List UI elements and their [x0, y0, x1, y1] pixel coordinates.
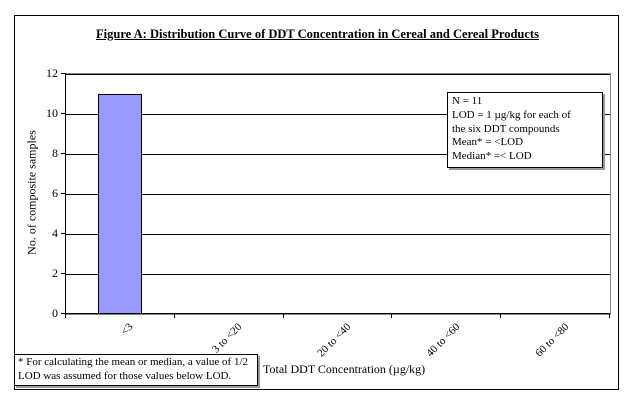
- chart-title: Figure A: Distribution Curve of DDT Conc…: [96, 27, 539, 41]
- y-tick-label: 10: [46, 106, 58, 120]
- y-axis-tick: [61, 313, 65, 314]
- y-axis-tick: [61, 113, 65, 114]
- y-axis-tick: [61, 273, 65, 274]
- annotation-box: N = 11 LOD = 1 µg/kg for each of the six D…: [447, 92, 603, 168]
- y-axis-line: [65, 73, 66, 314]
- y-tick-label: 0: [52, 306, 58, 320]
- y-tick-label: 4: [52, 226, 58, 240]
- plot-area: [65, 73, 611, 315]
- footnote-box: * For calculating the mean or median, a …: [14, 354, 258, 386]
- figure-frame: [14, 15, 619, 390]
- gridline: [66, 74, 610, 75]
- gridline: [66, 114, 610, 115]
- y-axis-tick: [61, 233, 65, 234]
- annotation-line: Median* =< LOD: [452, 150, 532, 163]
- annotation-line: N = 11: [452, 95, 483, 107]
- y-tick-label: 8: [52, 146, 58, 160]
- x-axis-tick: [391, 314, 392, 318]
- x-axis-tick: [65, 314, 66, 318]
- gridline: [66, 154, 610, 155]
- x-axis-tick: [283, 314, 284, 318]
- x-axis-tick: [609, 314, 610, 318]
- gridline: [66, 194, 610, 195]
- footnote-line: LOD was assumed for those values below L…: [18, 369, 232, 382]
- y-tick-label: 2: [52, 266, 58, 280]
- footnote-line: * For calculating the mean or median, a …: [18, 356, 249, 368]
- annotation-line: LOD = 1 µg/kg for each of: [452, 108, 571, 121]
- x-axis-title: Total DDT Concentration (µg/kg): [263, 362, 426, 376]
- x-axis-line: [65, 313, 610, 314]
- annotation-line: Mean* = <LOD: [452, 136, 524, 149]
- y-tick-label: 12: [46, 66, 58, 80]
- x-axis-tick: [500, 314, 501, 318]
- gridline: [66, 234, 610, 235]
- bar: [98, 94, 142, 314]
- y-axis-tick: [61, 193, 65, 194]
- annotation-line: the six DDT compounds: [452, 122, 560, 135]
- gridline: [66, 274, 610, 275]
- y-axis-tick: [61, 153, 65, 154]
- x-axis-tick: [174, 314, 175, 318]
- y-tick-label: 6: [52, 186, 58, 200]
- y-axis-tick: [61, 73, 65, 74]
